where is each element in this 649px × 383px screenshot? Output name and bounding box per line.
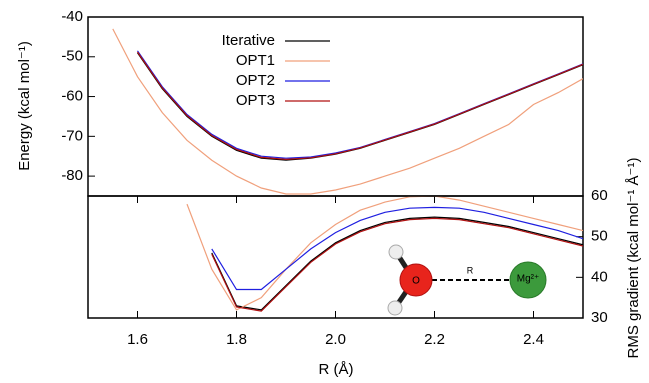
y-tick-label: -40 <box>61 8 83 25</box>
y-tick-label: 50 <box>591 228 608 245</box>
x-tick-label: 2.0 <box>325 331 346 348</box>
distance-label: R <box>467 265 474 275</box>
y-tick-label: -70 <box>61 127 83 144</box>
x-axis-label: R (Å) <box>319 361 354 378</box>
y2-axis-label: RMS gradient (kcal mol⁻¹ Å⁻¹) <box>625 158 642 359</box>
y-tick-label: -60 <box>61 88 83 105</box>
legend-label: Iterative <box>222 32 275 49</box>
chart: 2.4 2.2 2.0 1.8 1.6 30 40 50 60 OPT3 OPT2 OPT1 Itera… <box>0 0 649 383</box>
hydrogen-atom <box>388 301 402 315</box>
x-tick-label: 1.6 <box>127 331 148 348</box>
series-line <box>138 53 584 160</box>
y-tick-label: 60 <box>591 187 608 204</box>
y-tick-label: -50 <box>61 48 83 65</box>
hydrogen-atom <box>389 245 403 259</box>
series-line <box>138 51 584 158</box>
legend-label: OPT2 <box>236 72 275 89</box>
panel-frame <box>88 17 583 196</box>
series-line <box>138 52 584 159</box>
x-tick-label: 2.2 <box>424 331 445 348</box>
panel-frame <box>88 196 583 318</box>
atom-label: Mg²⁺ <box>517 274 540 285</box>
plot-area <box>113 29 583 194</box>
legend-label: OPT3 <box>236 92 275 109</box>
y-tick-label: -80 <box>61 167 83 184</box>
x-tick-label: 2.4 <box>523 331 544 348</box>
x-tick-label: 1.8 <box>226 331 247 348</box>
inset-molecule: O R Mg²⁺ <box>388 245 546 315</box>
atom-label: O <box>412 276 420 287</box>
y-tick-label: 40 <box>591 268 608 285</box>
y-axis-label: Energy (kcal mol⁻¹) <box>16 41 33 171</box>
legend-label: OPT1 <box>236 52 275 69</box>
y-tick-label: 30 <box>591 309 608 326</box>
